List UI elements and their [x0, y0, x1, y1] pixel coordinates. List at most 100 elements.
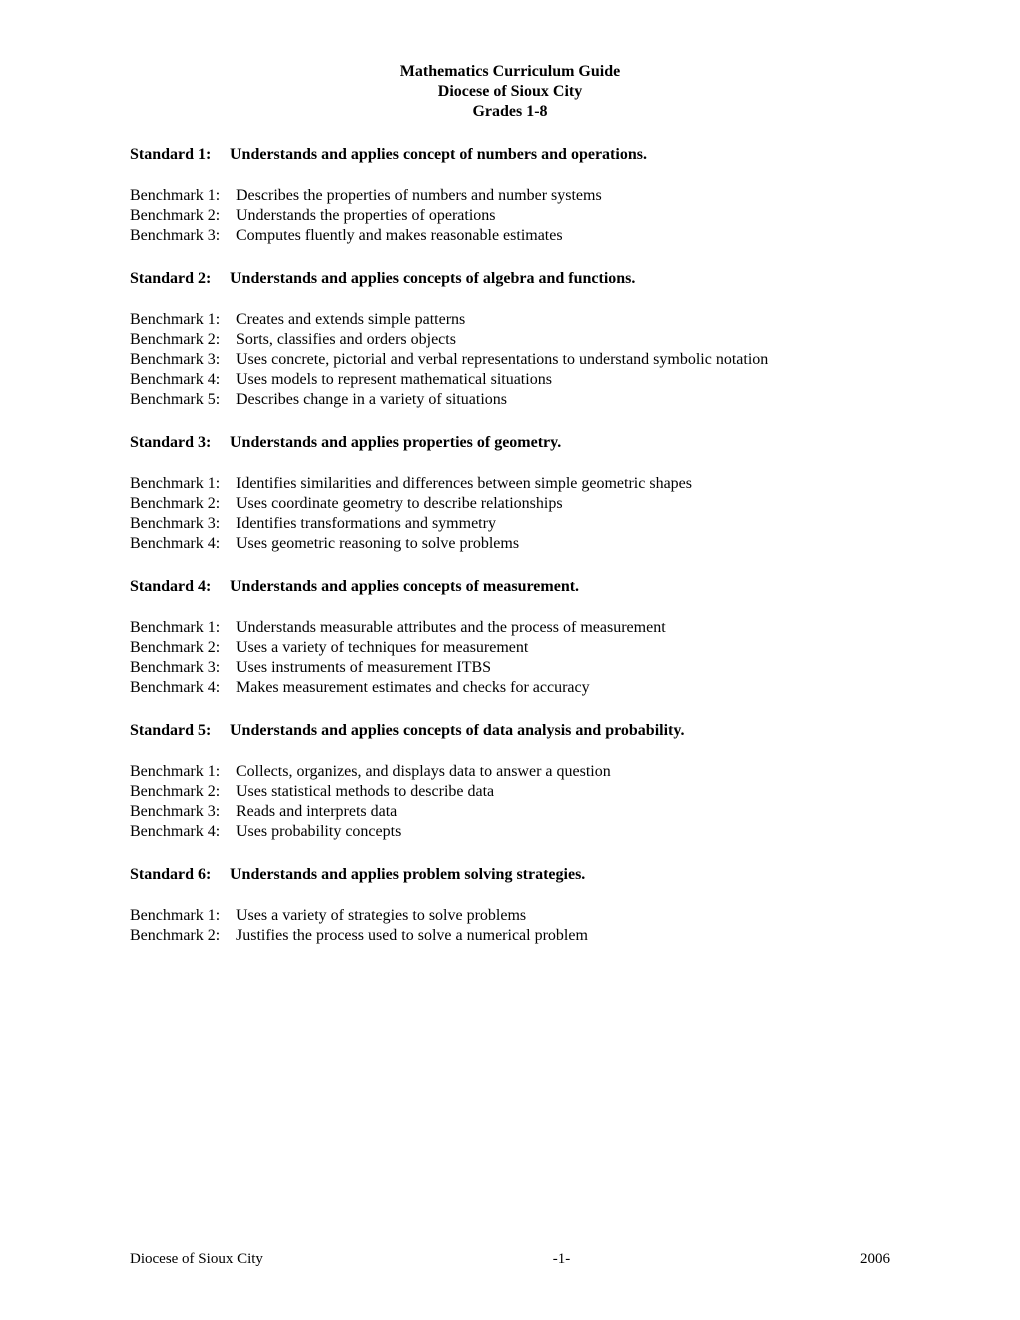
standard-label: Standard 1: — [130, 146, 230, 164]
benchmark-item: Benchmark 4:Uses geometric reasoning to … — [130, 534, 890, 554]
benchmark-item: Benchmark 3:Uses instruments of measurem… — [130, 658, 890, 678]
benchmarks-list: Benchmark 1:Creates and extends simple p… — [130, 310, 890, 410]
benchmark-label: Benchmark 5: — [130, 390, 236, 410]
header-title: Mathematics Curriculum Guide — [130, 62, 890, 82]
benchmark-item: Benchmark 1:Identifies similarities and … — [130, 474, 890, 494]
benchmark-text: Describes the properties of numbers and … — [236, 186, 890, 206]
header-grades: Grades 1-8 — [130, 102, 890, 122]
standard-section: Standard 5:Understands and applies conce… — [130, 722, 890, 842]
footer-center: -1- — [553, 1251, 571, 1268]
benchmark-label: Benchmark 2: — [130, 926, 236, 946]
page-footer: Diocese of Sioux City -1- 2006 — [130, 1251, 890, 1268]
benchmark-label: Benchmark 2: — [130, 494, 236, 514]
benchmark-item: Benchmark 4:Uses models to represent mat… — [130, 370, 890, 390]
standard-text: Understands and applies problem solving … — [230, 866, 585, 884]
benchmarks-list: Benchmark 1:Uses a variety of strategies… — [130, 906, 890, 946]
standard-section: Standard 2:Understands and applies conce… — [130, 270, 890, 410]
benchmark-text: Uses statistical methods to describe dat… — [236, 782, 890, 802]
standard-title: Standard 2:Understands and applies conce… — [130, 270, 890, 288]
benchmark-label: Benchmark 2: — [130, 330, 236, 350]
benchmark-text: Collects, organizes, and displays data t… — [236, 762, 890, 782]
standards-list: Standard 1:Understands and applies conce… — [130, 146, 890, 946]
benchmark-label: Benchmark 4: — [130, 822, 236, 842]
benchmark-item: Benchmark 1:Collects, organizes, and dis… — [130, 762, 890, 782]
benchmark-label: Benchmark 1: — [130, 762, 236, 782]
benchmark-text: Identifies transformations and symmetry — [236, 514, 890, 534]
benchmark-item: Benchmark 2:Uses coordinate geometry to … — [130, 494, 890, 514]
standard-label: Standard 6: — [130, 866, 230, 884]
benchmark-item: Benchmark 2:Uses a variety of techniques… — [130, 638, 890, 658]
benchmark-label: Benchmark 1: — [130, 906, 236, 926]
benchmark-label: Benchmark 4: — [130, 370, 236, 390]
standard-title: Standard 4:Understands and applies conce… — [130, 578, 890, 596]
benchmark-item: Benchmark 1:Describes the properties of … — [130, 186, 890, 206]
benchmark-item: Benchmark 2:Understands the properties o… — [130, 206, 890, 226]
standard-section: Standard 1:Understands and applies conce… — [130, 146, 890, 246]
benchmark-text: Uses geometric reasoning to solve proble… — [236, 534, 890, 554]
benchmark-text: Uses a variety of techniques for measure… — [236, 638, 890, 658]
benchmarks-list: Benchmark 1:Identifies similarities and … — [130, 474, 890, 554]
benchmark-item: Benchmark 2:Uses statistical methods to … — [130, 782, 890, 802]
benchmark-text: Uses instruments of measurement ITBS — [236, 658, 890, 678]
benchmark-text: Understands the properties of operations — [236, 206, 890, 226]
benchmark-item: Benchmark 5:Describes change in a variet… — [130, 390, 890, 410]
benchmark-text: Uses probability concepts — [236, 822, 890, 842]
benchmark-label: Benchmark 3: — [130, 802, 236, 822]
standard-text: Understands and applies concepts of alge… — [230, 270, 635, 288]
header-subtitle: Diocese of Sioux City — [130, 82, 890, 102]
benchmark-item: Benchmark 3:Reads and interprets data — [130, 802, 890, 822]
benchmarks-list: Benchmark 1:Collects, organizes, and dis… — [130, 762, 890, 842]
benchmark-label: Benchmark 3: — [130, 226, 236, 246]
footer-right: 2006 — [860, 1251, 890, 1268]
benchmark-label: Benchmark 4: — [130, 678, 236, 698]
benchmark-label: Benchmark 2: — [130, 206, 236, 226]
benchmark-text: Uses models to represent mathematical si… — [236, 370, 890, 390]
benchmark-label: Benchmark 3: — [130, 350, 236, 370]
benchmark-item: Benchmark 1:Creates and extends simple p… — [130, 310, 890, 330]
benchmark-text: Computes fluently and makes reasonable e… — [236, 226, 890, 246]
benchmark-item: Benchmark 3:Identifies transformations a… — [130, 514, 890, 534]
standard-section: Standard 4:Understands and applies conce… — [130, 578, 890, 698]
benchmark-item: Benchmark 1:Understands measurable attri… — [130, 618, 890, 638]
footer-left: Diocese of Sioux City — [130, 1251, 263, 1268]
standard-title: Standard 6:Understands and applies probl… — [130, 866, 890, 884]
benchmark-item: Benchmark 3:Uses concrete, pictorial and… — [130, 350, 890, 370]
benchmark-item: Benchmark 1:Uses a variety of strategies… — [130, 906, 890, 926]
benchmark-label: Benchmark 2: — [130, 782, 236, 802]
benchmark-text: Creates and extends simple patterns — [236, 310, 890, 330]
benchmark-text: Reads and interprets data — [236, 802, 890, 822]
benchmark-text: Justifies the process used to solve a nu… — [236, 926, 890, 946]
benchmark-text: Understands measurable attributes and th… — [236, 618, 890, 638]
benchmark-label: Benchmark 1: — [130, 186, 236, 206]
benchmark-text: Makes measurement estimates and checks f… — [236, 678, 890, 698]
benchmark-item: Benchmark 4:Uses probability concepts — [130, 822, 890, 842]
benchmark-text: Sorts, classifies and orders objects — [236, 330, 890, 350]
standard-section: Standard 3:Understands and applies prope… — [130, 434, 890, 554]
standard-label: Standard 3: — [130, 434, 230, 452]
standard-label: Standard 4: — [130, 578, 230, 596]
benchmark-label: Benchmark 1: — [130, 474, 236, 494]
standard-title: Standard 3:Understands and applies prope… — [130, 434, 890, 452]
benchmark-text: Uses concrete, pictorial and verbal repr… — [236, 350, 890, 370]
benchmark-text: Uses coordinate geometry to describe rel… — [236, 494, 890, 514]
benchmark-label: Benchmark 3: — [130, 514, 236, 534]
benchmark-label: Benchmark 2: — [130, 638, 236, 658]
benchmark-item: Benchmark 2:Justifies the process used t… — [130, 926, 890, 946]
standard-text: Understands and applies concepts of data… — [230, 722, 684, 740]
benchmark-item: Benchmark 2:Sorts, classifies and orders… — [130, 330, 890, 350]
benchmark-text: Uses a variety of strategies to solve pr… — [236, 906, 890, 926]
benchmarks-list: Benchmark 1:Describes the properties of … — [130, 186, 890, 246]
standard-section: Standard 6:Understands and applies probl… — [130, 866, 890, 946]
benchmark-label: Benchmark 4: — [130, 534, 236, 554]
benchmark-text: Describes change in a variety of situati… — [236, 390, 890, 410]
benchmark-text: Identifies similarities and differences … — [236, 474, 890, 494]
standard-label: Standard 2: — [130, 270, 230, 288]
document-header: Mathematics Curriculum Guide Diocese of … — [130, 62, 890, 122]
standard-text: Understands and applies concepts of meas… — [230, 578, 579, 596]
standard-text: Understands and applies concept of numbe… — [230, 146, 647, 164]
standard-title: Standard 5:Understands and applies conce… — [130, 722, 890, 740]
standard-title: Standard 1:Understands and applies conce… — [130, 146, 890, 164]
benchmark-label: Benchmark 1: — [130, 618, 236, 638]
benchmark-label: Benchmark 3: — [130, 658, 236, 678]
benchmarks-list: Benchmark 1:Understands measurable attri… — [130, 618, 890, 698]
